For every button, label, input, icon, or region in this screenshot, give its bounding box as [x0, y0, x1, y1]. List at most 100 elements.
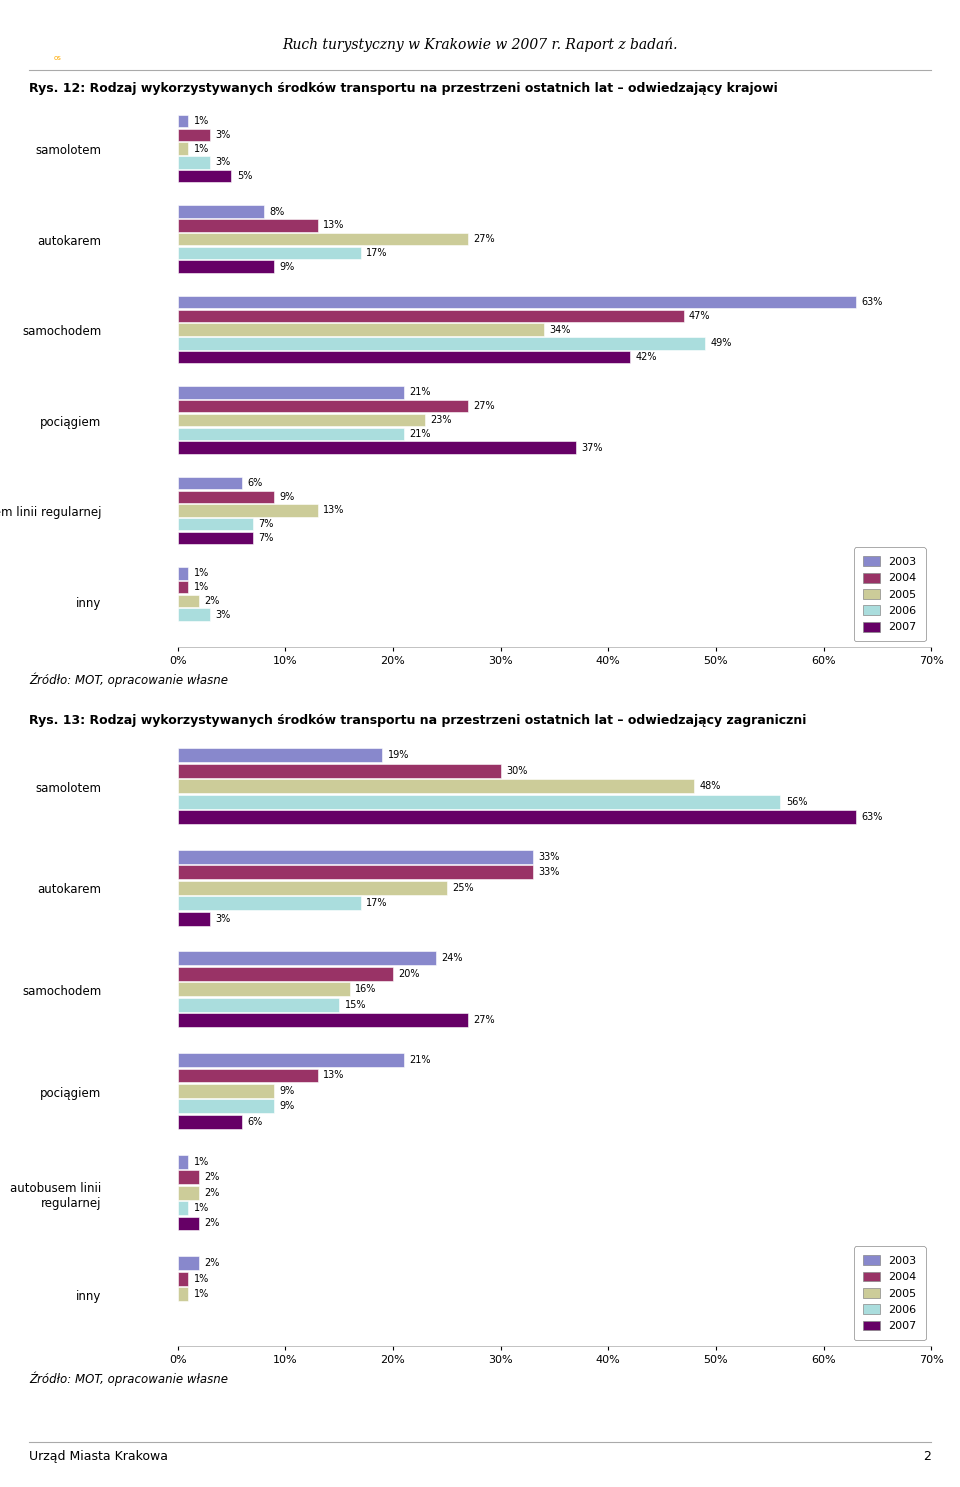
Bar	[178, 129, 210, 141]
Legend: 2003, 2004, 2005, 2006, 2007: 2003, 2004, 2005, 2006, 2007	[854, 547, 925, 641]
Text: 16%: 16%	[355, 984, 376, 995]
Text: Ruch turystyczny w Krakowie w 2007 r. Raport z badań.: Ruch turystyczny w Krakowie w 2007 r. Ra…	[282, 37, 678, 52]
Bar	[178, 442, 576, 454]
Text: 3%: 3%	[215, 158, 230, 168]
Text: 30%: 30%	[506, 766, 527, 776]
Text: 8%: 8%	[269, 207, 284, 217]
Bar	[178, 323, 543, 336]
Text: 2%: 2%	[204, 1172, 220, 1182]
Bar	[178, 1185, 199, 1200]
Bar	[178, 170, 231, 183]
Bar	[178, 764, 500, 778]
Bar	[178, 983, 349, 996]
Text: 33%: 33%	[539, 867, 560, 877]
Text: 3%: 3%	[215, 129, 230, 140]
Bar	[178, 233, 468, 245]
Bar	[178, 1013, 468, 1028]
Text: 48%: 48%	[700, 781, 721, 791]
Bar	[178, 998, 339, 1011]
Text: 20%: 20%	[398, 970, 420, 978]
Text: 47%: 47%	[689, 311, 710, 321]
Text: 1%: 1%	[194, 144, 209, 153]
Text: 1%: 1%	[194, 1157, 209, 1167]
Text: 63%: 63%	[861, 812, 882, 822]
Text: 9%: 9%	[280, 1102, 295, 1111]
Bar	[178, 387, 403, 399]
Text: Źródło: MOT, opracowanie własne: Źródło: MOT, opracowanie własne	[29, 672, 228, 687]
Text: 34%: 34%	[549, 324, 570, 335]
Bar	[178, 1084, 275, 1097]
Text: 1%: 1%	[194, 1274, 209, 1283]
Text: Urząd Miasta Krakowa: Urząd Miasta Krakowa	[29, 1450, 168, 1463]
Text: 2%: 2%	[204, 1188, 220, 1197]
Legend: 2003, 2004, 2005, 2006, 2007: 2003, 2004, 2005, 2006, 2007	[854, 1246, 925, 1340]
Text: 63%: 63%	[861, 297, 882, 306]
Text: 7%: 7%	[258, 532, 274, 543]
Text: 27%: 27%	[473, 233, 495, 244]
Bar	[178, 794, 780, 809]
Bar	[178, 1069, 318, 1083]
Text: 2%: 2%	[204, 1258, 220, 1268]
Bar	[178, 1216, 199, 1230]
Bar	[178, 779, 694, 793]
Text: 42%: 42%	[636, 352, 657, 361]
Text: Rys. 13: Rodzaj wykorzystywanych środków transportu na przestrzeni ostatnich lat: Rys. 13: Rodzaj wykorzystywanych środków…	[29, 714, 806, 727]
Text: 27%: 27%	[473, 1016, 495, 1025]
Bar	[178, 504, 318, 516]
Text: 24%: 24%	[442, 953, 463, 964]
Text: 7%: 7%	[258, 519, 274, 529]
Bar	[178, 260, 275, 272]
Text: 21%: 21%	[409, 1054, 431, 1065]
Bar	[178, 810, 855, 824]
Text: 1%: 1%	[194, 568, 209, 578]
Bar	[178, 351, 630, 363]
Bar	[178, 865, 533, 879]
Text: 3%: 3%	[215, 913, 230, 923]
Bar	[178, 748, 382, 763]
Bar	[178, 851, 533, 864]
Text: 1%: 1%	[194, 583, 209, 592]
Bar	[178, 205, 264, 217]
Text: 1%: 1%	[194, 116, 209, 126]
Text: 13%: 13%	[323, 1071, 345, 1081]
Bar	[178, 477, 242, 489]
Bar	[178, 581, 188, 593]
Text: 37%: 37%	[582, 443, 603, 452]
Bar	[178, 1170, 199, 1184]
Bar	[178, 532, 252, 544]
Text: 2%: 2%	[204, 596, 220, 605]
Bar	[178, 595, 199, 607]
Text: os: os	[54, 55, 61, 61]
Text: 9%: 9%	[280, 262, 295, 272]
Bar	[178, 1271, 188, 1286]
Bar	[178, 1201, 188, 1215]
Text: 33%: 33%	[539, 852, 560, 862]
Text: 23%: 23%	[431, 415, 452, 425]
Bar	[178, 309, 684, 323]
Bar	[178, 897, 361, 910]
Text: 1%: 1%	[194, 1289, 209, 1300]
Text: Rys. 12: Rodzaj wykorzystywanych środków transportu na przestrzeni ostatnich lat: Rys. 12: Rodzaj wykorzystywanych środków…	[29, 82, 778, 95]
Bar	[178, 156, 210, 168]
Text: 15%: 15%	[345, 999, 366, 1010]
Text: 25%: 25%	[452, 883, 473, 892]
Text: 17%: 17%	[366, 248, 388, 257]
Text: 9%: 9%	[280, 1086, 295, 1096]
Text: 21%: 21%	[409, 428, 431, 439]
Bar	[178, 413, 425, 427]
Bar	[178, 338, 705, 349]
Bar	[178, 1099, 275, 1114]
Bar	[178, 1288, 188, 1301]
Text: Źródło: MOT, opracowanie własne: Źródło: MOT, opracowanie własne	[29, 1371, 228, 1386]
Bar	[178, 880, 446, 895]
Text: 13%: 13%	[323, 220, 345, 230]
Bar	[178, 912, 210, 925]
Bar	[178, 143, 188, 155]
Bar	[178, 247, 361, 259]
Bar	[178, 517, 252, 531]
Text: 17%: 17%	[366, 898, 388, 909]
Text: 2%: 2%	[204, 1218, 220, 1228]
Bar	[178, 1115, 242, 1129]
Bar	[178, 1257, 199, 1270]
Text: 9%: 9%	[280, 492, 295, 501]
